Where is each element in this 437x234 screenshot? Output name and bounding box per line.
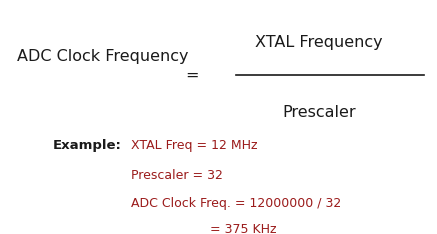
Text: = 375 KHz: = 375 KHz [210, 223, 276, 234]
Text: XTAL Frequency: XTAL Frequency [255, 35, 383, 50]
Text: ADC Clock Freq. = 12000000 / 32: ADC Clock Freq. = 12000000 / 32 [131, 197, 341, 210]
Text: =: = [186, 67, 199, 82]
Text: Prescaler = 32: Prescaler = 32 [131, 169, 223, 182]
Text: XTAL Freq = 12 MHz: XTAL Freq = 12 MHz [131, 139, 257, 152]
Text: Example:: Example: [52, 139, 121, 152]
Text: ADC Clock Frequency: ADC Clock Frequency [17, 49, 189, 64]
Text: Prescaler: Prescaler [282, 105, 356, 120]
